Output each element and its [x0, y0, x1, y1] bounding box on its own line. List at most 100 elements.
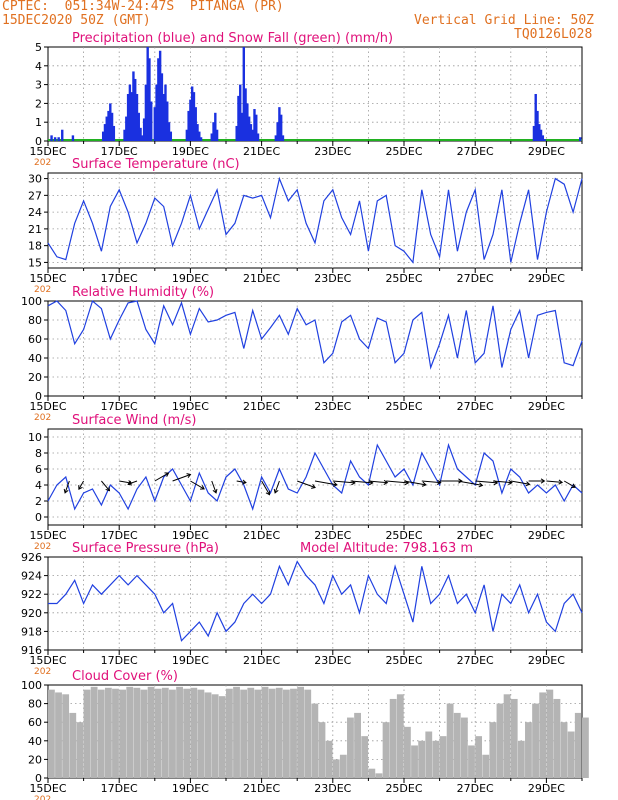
cloud-bar: [489, 722, 497, 778]
wind-vector-head: [265, 490, 271, 496]
cloud-bar: [468, 745, 475, 778]
cloud-bar: [339, 754, 347, 778]
wind-vector-head: [127, 480, 133, 486]
temp-xtick-label: 19DEC: [172, 272, 209, 285]
wind-ytick-label: 6: [35, 463, 42, 476]
wind-vector-head: [105, 486, 111, 492]
wind-year-stub: 202: [34, 542, 51, 552]
precip-ytick-label: 5: [35, 41, 42, 54]
cloud-xtick-label: 27DEC: [457, 782, 494, 795]
wind-vector: [211, 480, 217, 494]
precip-bar: [244, 88, 247, 141]
cloud-bar: [204, 692, 212, 778]
precip-bar: [103, 124, 107, 141]
temp-xtick-label: 17DEC: [101, 272, 138, 285]
wind-series-line: [47, 442, 583, 511]
cloud-bar: [375, 773, 383, 778]
cloud-bar: [233, 686, 240, 778]
precip-bar: [153, 107, 156, 141]
header-model-code: TQ0126L028: [514, 27, 593, 42]
temp-title: Surface Temperature (nC): [72, 157, 240, 172]
cloud-bar: [396, 694, 404, 778]
cloud-bar: [169, 689, 176, 778]
precip-bar: [141, 135, 144, 141]
wind-xtick-label: 27DEC: [457, 529, 494, 542]
wind-vector: [350, 480, 373, 484]
cloud-bar: [517, 740, 525, 778]
precip-bar: [107, 110, 110, 141]
wind-vector-head: [525, 481, 531, 487]
pres-year-stub: 202: [34, 667, 51, 677]
pres-xtick-label: 29DEC: [528, 654, 565, 667]
wind-vector-head: [508, 479, 513, 485]
precip-bar: [541, 135, 545, 141]
temp-ytick-label: 21: [28, 223, 42, 236]
rh-xtick-label: 23DEC: [314, 400, 351, 413]
temp-xtick-label: 27DEC: [457, 272, 494, 285]
wind-vector-head: [78, 485, 83, 490]
precip-xtick-label: 17DEC: [101, 145, 138, 158]
wind-vector-head: [212, 488, 218, 494]
cloud-bar: [147, 686, 155, 778]
cloud-bar: [432, 740, 440, 778]
temp-series-line: [47, 176, 583, 264]
precip-bar: [101, 131, 105, 141]
wind-vector: [421, 480, 441, 484]
rh-title: Relative Humidity (%): [72, 285, 214, 300]
temp-xtick-label: 21DEC: [243, 272, 280, 285]
temp-xtick-label: 23DEC: [314, 272, 351, 285]
rh-xtick-label: 21DEC: [243, 400, 280, 413]
precip-ytick-label: 4: [35, 60, 42, 73]
wind-vector-head: [478, 482, 484, 488]
precip-bar: [166, 101, 169, 141]
precip-bar: [276, 122, 279, 141]
cloud-bar: [112, 688, 119, 778]
precip-bar: [158, 50, 162, 142]
rh-ytick-label: 60: [28, 333, 42, 346]
precip-bar: [281, 135, 285, 141]
wind-ytick-label: 4: [35, 479, 42, 492]
wind-vector: [127, 480, 138, 485]
wind-ytick-label: 10: [28, 431, 42, 444]
wind-vector: [297, 480, 316, 488]
precip-xtick-label: 15DEC: [29, 145, 66, 158]
rh-ytick-label: 0: [35, 390, 42, 403]
precip-bar: [162, 94, 165, 141]
wind-vector-head: [273, 488, 279, 494]
precip-bar: [240, 112, 244, 141]
cloud-bar: [183, 688, 191, 778]
cloud-bar: [176, 686, 183, 778]
cloud-bar: [560, 722, 568, 778]
precip-bar: [534, 94, 537, 141]
temp-ytick-label: 27: [28, 189, 42, 202]
wind-vector-head: [164, 472, 170, 477]
header-station: CPTEC: 051:34W-24:47S PITANGA (PR): [2, 0, 284, 14]
precip-bar: [192, 92, 196, 141]
precip-xtick-label: 19DEC: [172, 145, 209, 158]
cloud-bar: [582, 717, 589, 778]
precip-bar: [112, 125, 116, 141]
cloud-bar: [190, 687, 198, 778]
precip-bar: [189, 99, 192, 141]
precip-bar: [246, 103, 249, 141]
wind-vector: [386, 480, 409, 484]
precip-bar: [237, 95, 240, 141]
cloud-xtick-label: 19DEC: [172, 782, 209, 795]
cloud-bar: [567, 731, 575, 778]
cloud-bar: [539, 692, 547, 778]
cloud-bar: [382, 722, 390, 778]
precip-bar: [134, 78, 137, 141]
wind-vector: [457, 480, 483, 486]
wind-vector-head: [558, 479, 564, 485]
wind-vector-head: [332, 481, 338, 487]
temp-frame: [47, 172, 583, 269]
wind-xtick-label: 23DEC: [314, 529, 351, 542]
pres-ytick-label: 924: [21, 570, 42, 583]
precip-bar: [50, 135, 53, 141]
precip-bar: [256, 133, 260, 141]
precip-bar: [194, 107, 197, 141]
wind-vector-head: [383, 479, 389, 485]
cloud-bar: [425, 731, 433, 778]
wind-ytick-label: 8: [35, 447, 42, 460]
